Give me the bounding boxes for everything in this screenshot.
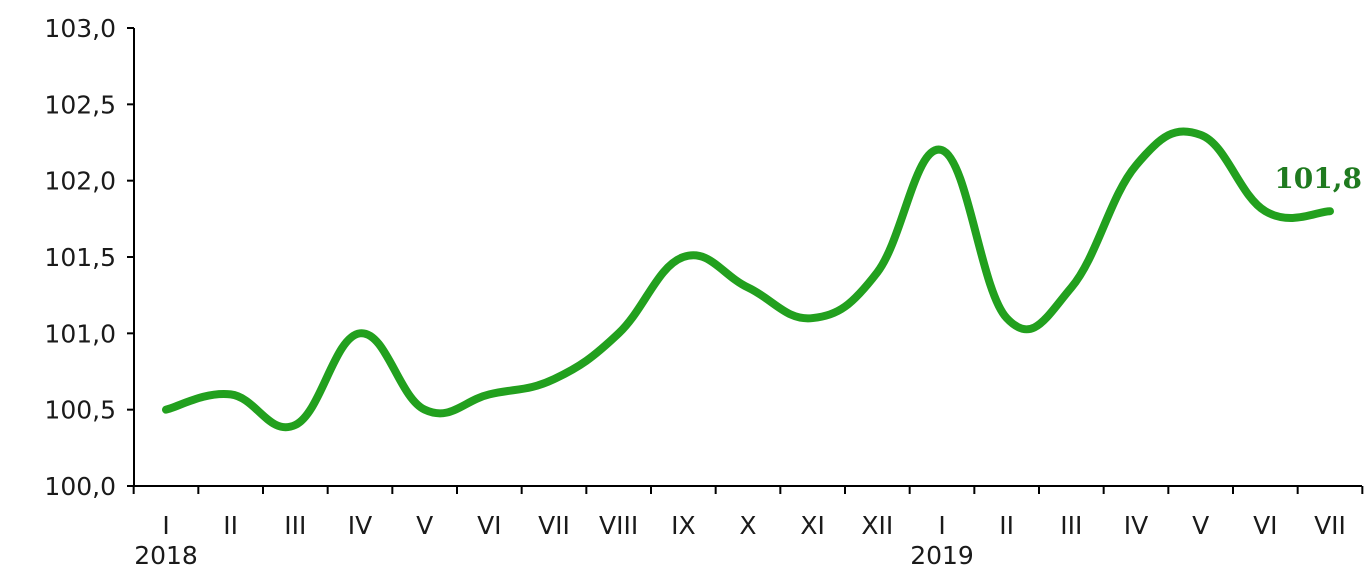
x-tick-label: I: [938, 511, 945, 540]
end-value-label: 101,8: [1274, 162, 1362, 195]
x-tick-label: VI: [1253, 511, 1277, 540]
x-axis-ticks: I II III IV V VI VII VIII IX X XI XII I II III IV V VI VII…: [132, 486, 1364, 567]
x-tick-label: VI: [477, 511, 501, 540]
y-tick-label: 103,0: [44, 14, 116, 43]
x-tick-label: X: [739, 511, 756, 540]
x-tick-label: XII: [861, 511, 893, 540]
x-tick-label: XI: [800, 511, 825, 540]
x-tick-label: II: [999, 511, 1014, 540]
series-line: [162, 127, 1334, 432]
year-label: 2018: [134, 541, 198, 567]
x-tick-label: VII: [1314, 511, 1346, 540]
x-tick-label: IV: [348, 511, 372, 540]
y-tick-label: 100,0: [44, 472, 116, 501]
y-tick-label: 101,0: [44, 319, 116, 348]
x-tick-label: V: [1192, 511, 1209, 540]
y-tick-label: 100,5: [44, 396, 116, 425]
x-tick-label: III: [284, 511, 306, 540]
y-tick-label: 102,0: [44, 167, 116, 196]
x-tick-label: III: [1060, 511, 1082, 540]
x-tick-label: V: [416, 511, 433, 540]
x-tick-label: VIII: [599, 511, 638, 540]
x-tick-label: IV: [1124, 511, 1148, 540]
x-tick-label: VII: [538, 511, 570, 540]
x-tick-label: IX: [671, 511, 696, 540]
y-tick-label: 101,5: [44, 243, 116, 272]
x-tick-label: II: [223, 511, 238, 540]
x-tick-label: I: [162, 511, 169, 540]
y-tick-label: 102,5: [44, 90, 116, 119]
year-label: 2019: [910, 541, 974, 567]
y-axis-ticks: 100,0 100,5 101,0 101,5 102,0 102,5 103,0: [44, 14, 134, 501]
